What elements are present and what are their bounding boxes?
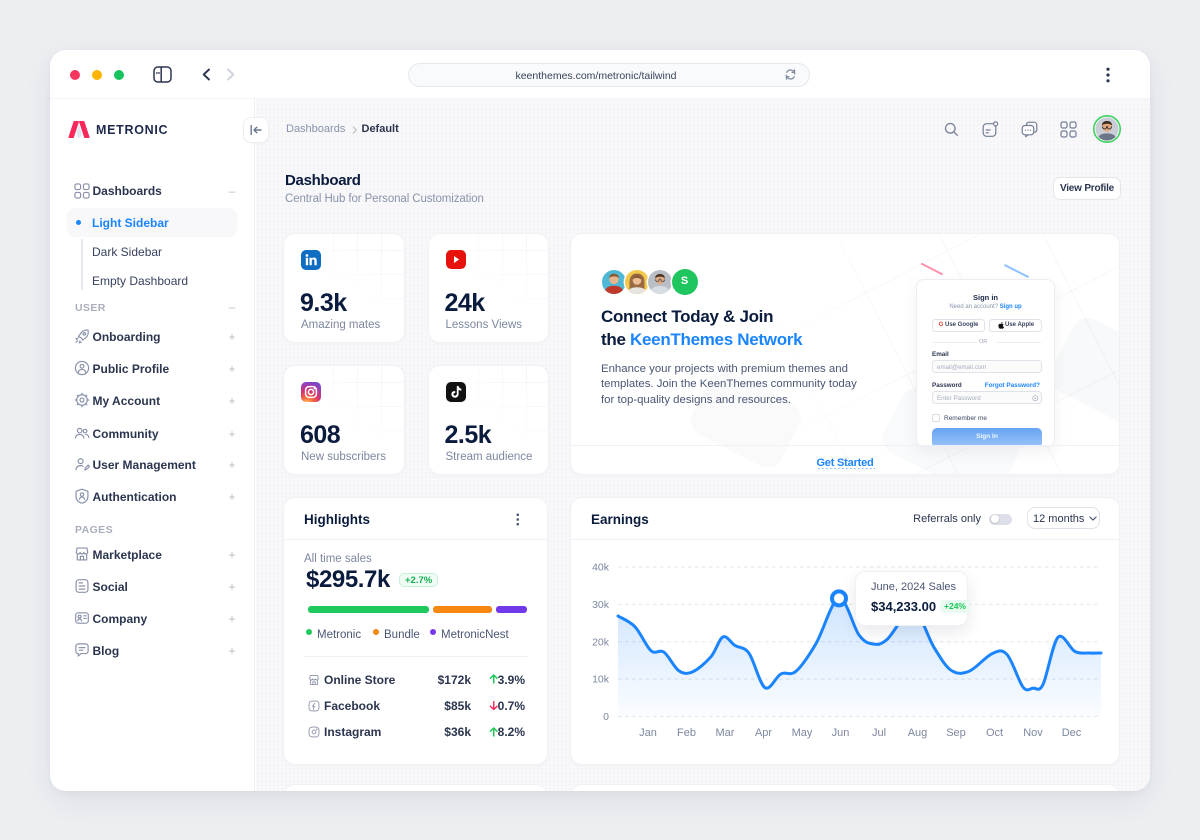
- svg-text:30k: 30k: [592, 599, 610, 611]
- svg-text:40k: 40k: [592, 562, 610, 574]
- svg-text:Aug: Aug: [908, 727, 928, 739]
- svg-text:10k: 10k: [592, 674, 610, 686]
- svg-text:Sep: Sep: [946, 727, 966, 739]
- svg-text:20k: 20k: [592, 636, 610, 648]
- svg-text:Jul: Jul: [872, 727, 886, 739]
- svg-text:Oct: Oct: [986, 727, 1003, 739]
- svg-text:0: 0: [603, 711, 609, 723]
- svg-text:May: May: [792, 727, 813, 739]
- svg-text:Nov: Nov: [1023, 727, 1043, 739]
- svg-text:Mar: Mar: [716, 727, 735, 739]
- svg-text:Feb: Feb: [677, 727, 696, 739]
- svg-text:Apr: Apr: [755, 727, 772, 739]
- svg-text:Dec: Dec: [1062, 727, 1082, 739]
- svg-text:Jan: Jan: [639, 727, 657, 739]
- svg-text:Jun: Jun: [832, 727, 850, 739]
